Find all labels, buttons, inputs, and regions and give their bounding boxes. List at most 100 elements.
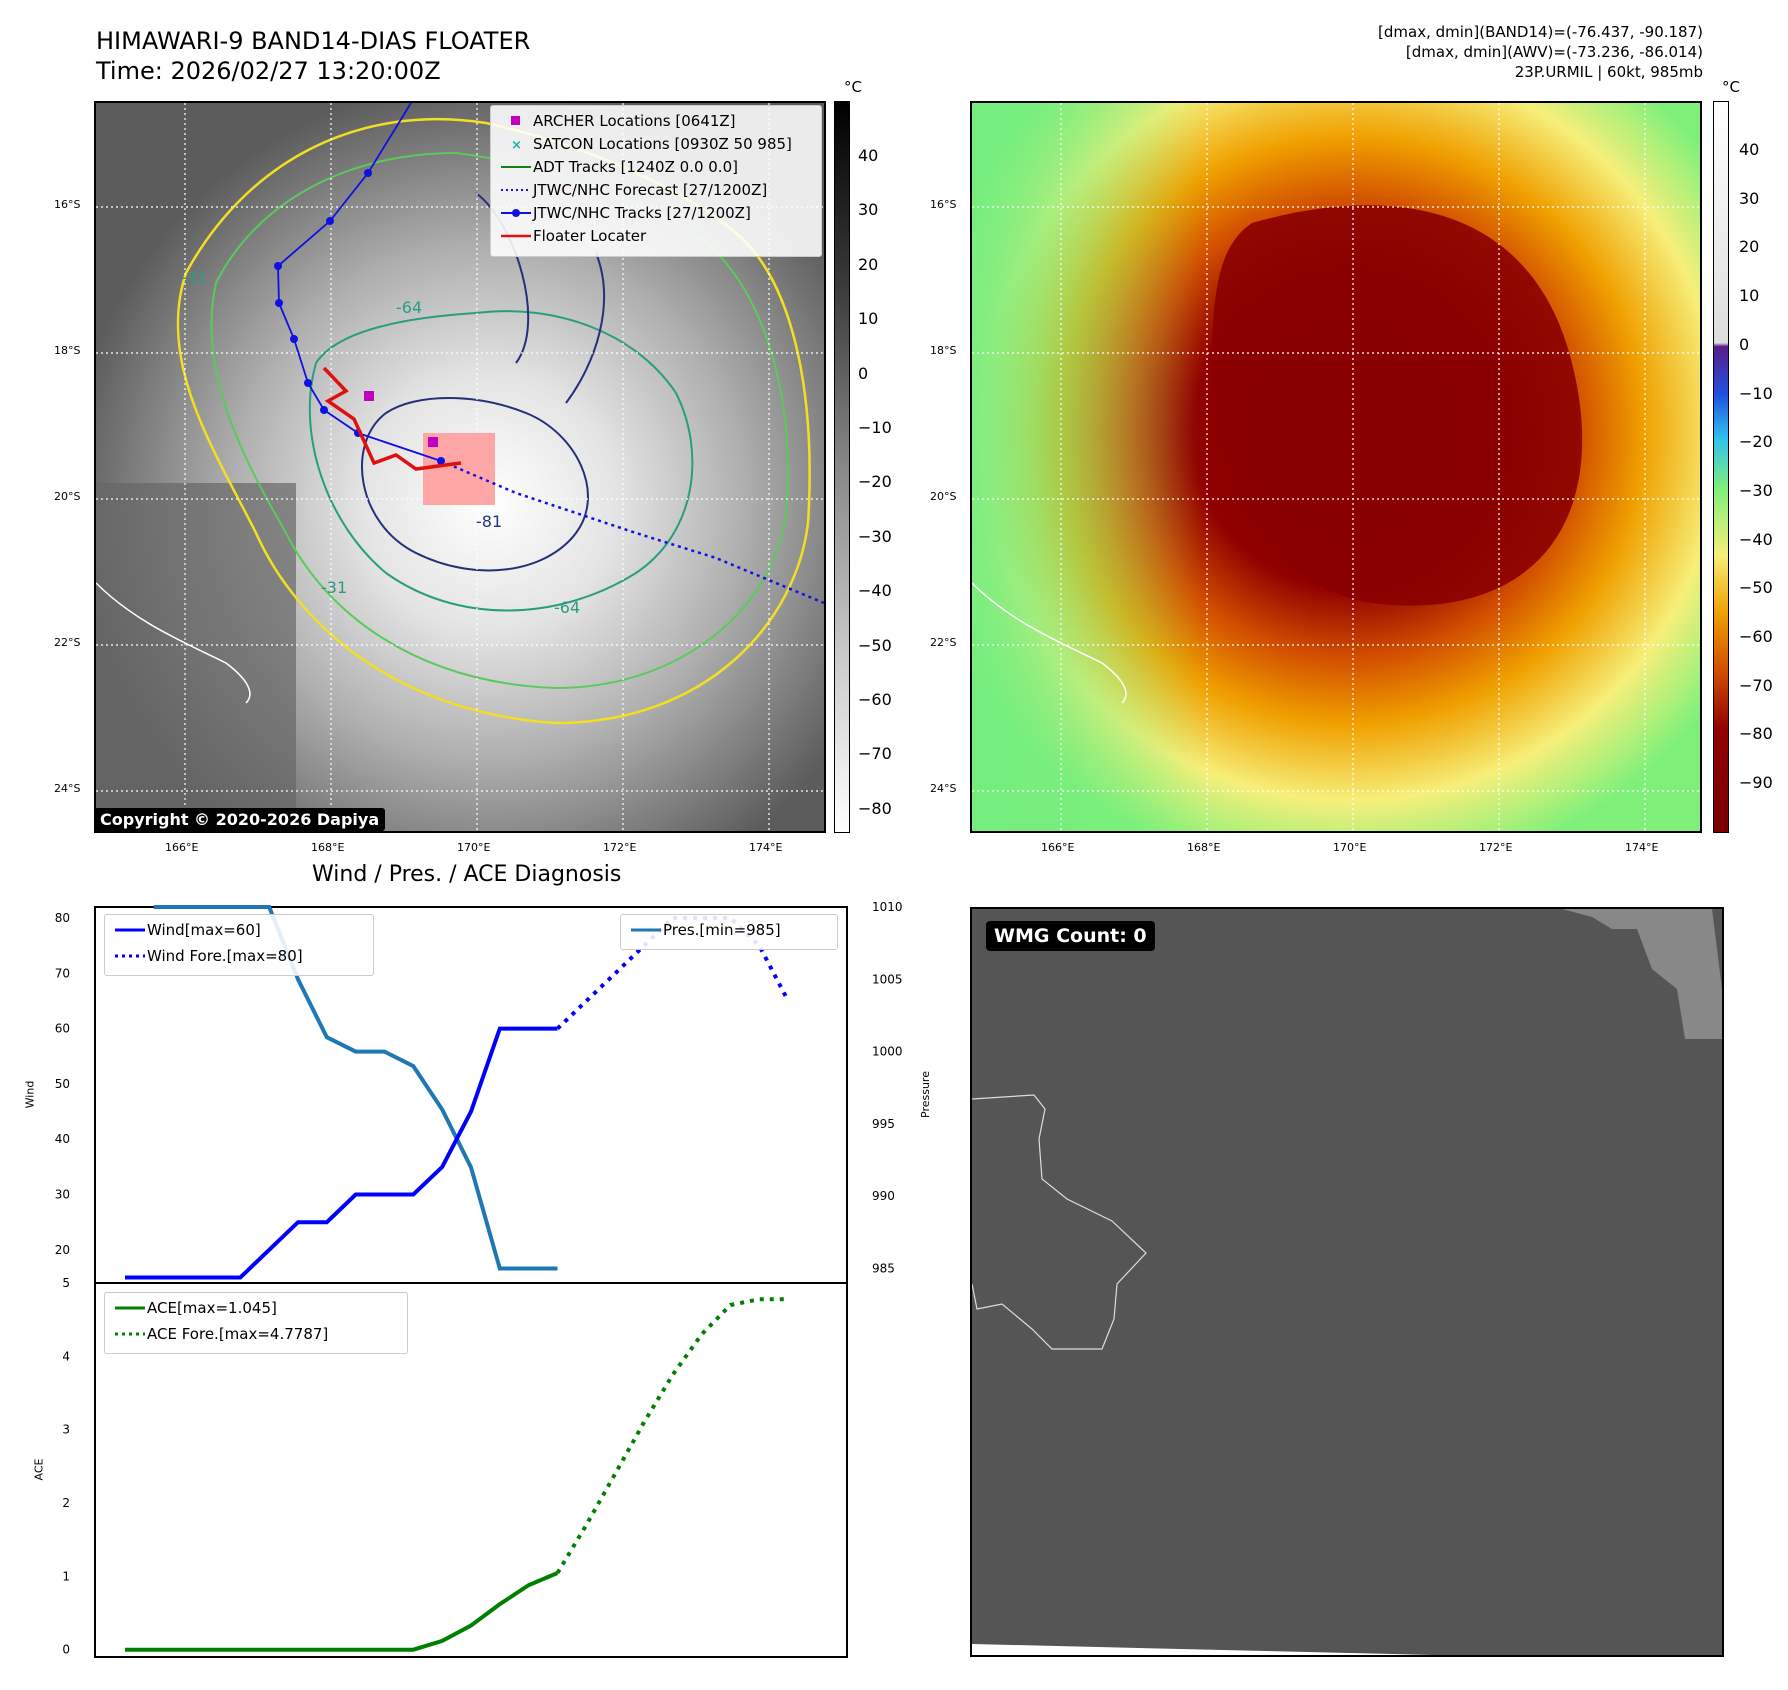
colorbar-gray-tick: −20 <box>858 472 892 492</box>
map-legend: ARCHER Locations [0641Z] × SATCON Locatio… <box>490 105 822 257</box>
wind-tick-label: 80 <box>55 911 70 925</box>
meta-line-3: 23P.URMIL | 60kt, 985mb <box>1514 63 1703 81</box>
wind-tick-label: 60 <box>55 1022 70 1036</box>
colorbar-gray-tick: 20 <box>858 254 879 274</box>
contour-yellow <box>176 118 811 725</box>
wind-tick-label: 50 <box>55 1077 70 1091</box>
pressure-tick-label: 985 <box>872 1262 895 1276</box>
pressure-legend: Pres.[min=985] <box>620 914 838 950</box>
contour-label: -64 <box>396 298 422 317</box>
wmg-coastline <box>972 1094 1147 1350</box>
colorbar-gray-tick: −30 <box>858 526 892 546</box>
awv-cold-core <box>1212 205 1583 606</box>
lat-label: 20°S <box>54 490 81 503</box>
colorbar-color-tick: 0 <box>1739 334 1750 354</box>
lat-label: 20°S <box>930 490 957 503</box>
contour-label: -81 <box>476 512 502 531</box>
colorbar-gray-tick: 30 <box>858 200 879 220</box>
lat-label: 16°S <box>930 198 957 211</box>
colorbar-color-tick: −40 <box>1739 529 1773 549</box>
wind-tick-label: 70 <box>55 966 70 980</box>
colorbar-color <box>1713 101 1729 833</box>
lat-label: 18°S <box>930 344 957 357</box>
colorbar-gray-tick: −50 <box>858 635 892 655</box>
gridlines <box>972 103 1700 831</box>
legend-ace-fore: ACE Fore.[max=4.7787] <box>115 1325 329 1343</box>
legend-pres: Pres.[min=985] <box>631 921 781 939</box>
ace-tick-label: 0 <box>62 1643 70 1657</box>
colorbar-color-tick: −50 <box>1739 578 1773 598</box>
pressure-tick-label: 990 <box>872 1189 895 1203</box>
colorbar-color-tick: −60 <box>1739 627 1773 646</box>
colorbar-color-tick: −10 <box>1739 383 1773 403</box>
legend-tracks: JTWC/NHC Tracks [27/1200Z] <box>499 202 751 224</box>
contour-label: -31 <box>181 268 207 287</box>
best-track <box>277 103 442 462</box>
floater-track <box>322 366 462 471</box>
colorbar-unit: °C <box>844 78 862 96</box>
colorbar-color-tick: −30 <box>1739 480 1773 500</box>
lat-label: 24°S <box>54 782 81 795</box>
ace-legend: ACE[max=1.045] ACE Fore.[max=4.7787] <box>104 1292 408 1354</box>
contour-label: -31 <box>321 578 347 597</box>
colorbar-gray-tick: 10 <box>858 309 879 329</box>
lon-label: 170°E <box>1333 841 1367 854</box>
intensity-meta: [dmax, dmin](BAND14)=(-76.437, -90.187) … <box>1378 22 1703 82</box>
awv-clear-region <box>972 103 1202 831</box>
ace-tick-label: 1 <box>62 1569 70 1583</box>
contour-navy <box>361 397 589 572</box>
pressure-tick-label: 1000 <box>872 1045 903 1059</box>
wind-axis-label: Wind <box>23 1080 37 1109</box>
colorbar-gray <box>834 101 850 833</box>
lon-label: 170°E <box>457 841 491 854</box>
colorbar-gray-tick: 40 <box>858 146 879 165</box>
legend-forecast: JTWC/NHC Forecast [27/1200Z] <box>501 181 768 199</box>
wmg-svg <box>972 909 1722 1655</box>
ace-forecast-line <box>555 1297 789 1575</box>
archer-marker <box>428 437 438 447</box>
lat-label: 22°S <box>54 636 81 649</box>
wmg-count-badge: WMG Count: 0 <box>986 921 1155 951</box>
lon-label: 166°E <box>165 841 199 854</box>
contour-labels: -31 -64 -81 -31 -64 <box>181 268 580 617</box>
title-line-2: Time: 2026/02/27 13:20:00Z <box>96 57 441 85</box>
lon-label: 172°E <box>603 841 637 854</box>
contour-label: -64 <box>554 598 580 617</box>
wind-legend: Wind[max=60] Wind Fore.[max=80] <box>104 914 374 976</box>
pressure-tick-label: 995 <box>872 1117 895 1131</box>
coastline <box>972 582 1127 704</box>
legend-archer: ARCHER Locations [0641Z] <box>499 110 736 132</box>
legend-wind-fore: Wind Fore.[max=80] <box>115 947 303 965</box>
colorbar-gray-tick: −80 <box>858 798 892 818</box>
legend-ace: ACE[max=1.045] <box>115 1299 277 1317</box>
colorbar-color-tick: −70 <box>1739 675 1773 695</box>
colorbar-gray-tick: −40 <box>858 581 892 601</box>
lat-label: 16°S <box>54 198 81 211</box>
copyright-badge: Copyright © 2020-2026 Dapiya <box>94 808 386 831</box>
wind-tick-label: 40 <box>55 1132 70 1146</box>
lon-label: 172°E <box>1479 841 1513 854</box>
wind-tick-label: 20 <box>55 1243 70 1257</box>
ace-line <box>125 1571 559 1652</box>
colorbar-color-tick: −90 <box>1739 773 1773 793</box>
contour-green-inner <box>308 310 694 612</box>
coastline <box>96 582 251 704</box>
colorbar-color-tick: 10 <box>1739 286 1760 306</box>
archer-marker <box>364 391 374 401</box>
chart-title: HIMAWARI-9 BAND14-DIAS FLOATER Time: 202… <box>96 26 530 86</box>
pressure-tick-label: 1010 <box>872 900 903 914</box>
legend-satcon: × SATCON Locations [0930Z 50 985] <box>511 135 792 153</box>
ace-axis-label: ACE <box>32 1458 46 1481</box>
ace-tick-label: 2 <box>62 1496 70 1510</box>
clear-sky-region <box>96 483 296 831</box>
ace-axes <box>94 1282 848 1658</box>
lon-label: 168°E <box>311 841 345 854</box>
pressure-tick-label: 1005 <box>872 972 903 986</box>
meta-line-2: [dmax, dmin](AWV)=(-73.236, -86.014) <box>1405 43 1703 61</box>
colorbar-color-tick: 30 <box>1739 188 1760 208</box>
contour-green-outer <box>210 151 789 690</box>
lon-label: 168°E <box>1187 841 1221 854</box>
forecast-track <box>440 459 824 605</box>
lat-label: 22°S <box>930 636 957 649</box>
wmg-region <box>1562 909 1722 1039</box>
